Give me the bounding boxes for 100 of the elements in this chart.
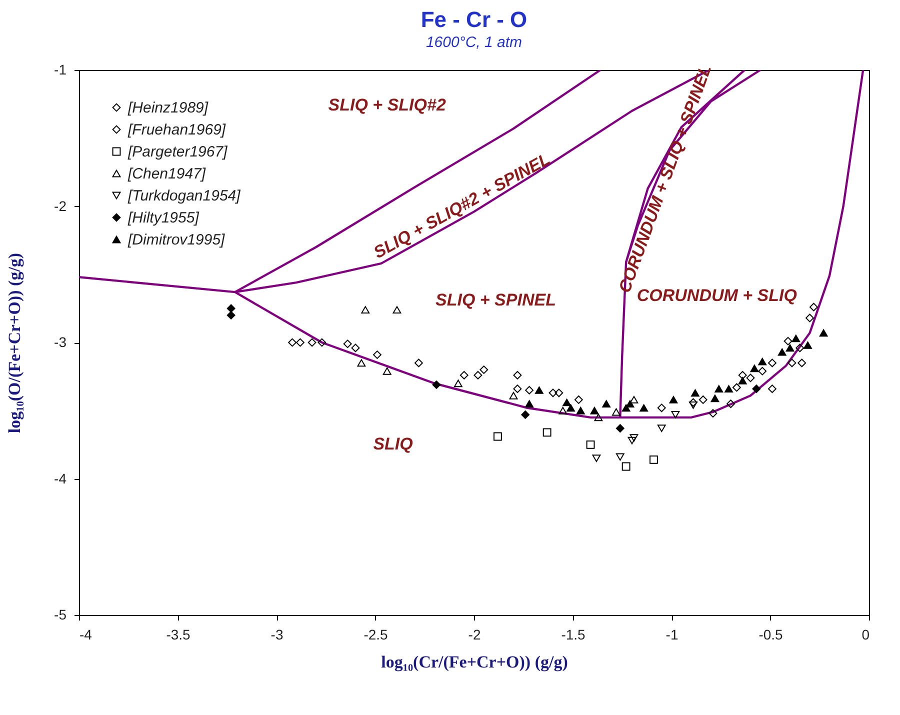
point: [493, 432, 502, 441]
point: [746, 374, 755, 382]
point: [534, 386, 544, 394]
point: [590, 406, 599, 414]
point: [288, 338, 297, 347]
point: [594, 414, 603, 422]
point: [432, 380, 441, 389]
annotation: SLIQ: [373, 434, 413, 454]
point: [786, 344, 794, 352]
point: [296, 338, 304, 347]
x-tick-label: -2.5: [364, 626, 388, 642]
point: [474, 370, 482, 380]
point: [778, 348, 786, 356]
point: [650, 455, 658, 464]
point: [630, 434, 638, 442]
chart-subtitle: 1600°C, 1 atm: [426, 34, 522, 51]
point: [732, 383, 741, 392]
point: [566, 404, 575, 412]
point: [689, 398, 698, 407]
point: [689, 401, 698, 409]
y-axis-title: log₁₀(O/(Fe+Cr+O)) (g/g): [5, 252, 24, 434]
point: [804, 342, 812, 349]
x-axis-title: log₁₀(Cr/(Fe+Cr+O)) (g/g): [381, 652, 568, 672]
x-tick-label: -3.5: [166, 626, 191, 642]
point: [586, 440, 595, 449]
point: [710, 394, 720, 402]
legend-label: [Fruehan1969]: [127, 122, 226, 138]
point: [602, 400, 611, 408]
point: [726, 400, 735, 408]
point: [798, 358, 806, 368]
point: [576, 406, 585, 414]
point: [708, 409, 718, 418]
x-tick-label: -1.5: [561, 626, 586, 642]
point: [226, 311, 236, 320]
point: [308, 338, 316, 347]
point: [558, 406, 568, 414]
x-tick-label: -3: [270, 626, 284, 642]
point: [460, 370, 468, 380]
point: [509, 392, 518, 400]
point: [357, 359, 366, 367]
point: [690, 389, 700, 397]
legend-label: [Heinz1989]: [127, 100, 209, 116]
point: [525, 400, 534, 408]
point: [784, 336, 792, 346]
point: [392, 306, 402, 314]
x-tick-label: -0.5: [758, 626, 784, 642]
y-tick-label: -2: [54, 198, 67, 214]
point: [622, 462, 630, 471]
y-tick-label: -5: [54, 606, 67, 622]
point: [792, 334, 800, 342]
point: [628, 436, 636, 444]
y-tick-label: -1: [54, 62, 67, 78]
point: [806, 314, 814, 322]
point: [750, 364, 759, 372]
chart-title: Fe - Cr - O: [420, 6, 528, 32]
point: [616, 424, 624, 433]
point: [738, 376, 747, 384]
point: [525, 386, 534, 394]
point: [562, 398, 572, 406]
point: [758, 358, 767, 366]
legend-label: [Dimitrov1995]: [127, 232, 226, 248]
point: [521, 410, 530, 419]
y-tick-label: -3: [54, 334, 67, 350]
point: [698, 396, 708, 404]
point: [592, 454, 601, 462]
point: [768, 384, 776, 394]
x-tick-label: -1: [666, 626, 678, 642]
point: [819, 329, 828, 337]
point: [657, 424, 666, 432]
point: [669, 396, 678, 404]
point: [758, 366, 767, 376]
point: [671, 411, 680, 418]
point: [343, 340, 352, 348]
point: [373, 350, 382, 359]
point: [626, 400, 634, 408]
point: [796, 344, 804, 352]
point: [414, 358, 423, 368]
point: [788, 358, 796, 368]
x-tick-label: 0: [862, 626, 870, 642]
point: [724, 385, 733, 393]
legend-label: [Pargeter1967]: [127, 144, 228, 160]
point: [351, 344, 360, 352]
point: [809, 302, 818, 312]
annotation: SLIQ + SLIQ#2: [328, 95, 446, 114]
point: [738, 370, 747, 380]
point: [454, 380, 462, 388]
point: [361, 306, 370, 314]
point: [554, 388, 564, 398]
legend-label: [Turkdogan1954]: [127, 188, 242, 204]
point: [574, 396, 583, 404]
point: [640, 404, 648, 412]
x-tick-label: -4: [80, 626, 92, 642]
annotation: SLIQ + SPINEL: [436, 290, 556, 310]
point: [612, 408, 620, 416]
point: [226, 304, 236, 313]
point: [616, 453, 624, 461]
point: [513, 370, 522, 380]
point: [513, 384, 522, 394]
point: [548, 388, 558, 398]
point: [542, 428, 552, 437]
